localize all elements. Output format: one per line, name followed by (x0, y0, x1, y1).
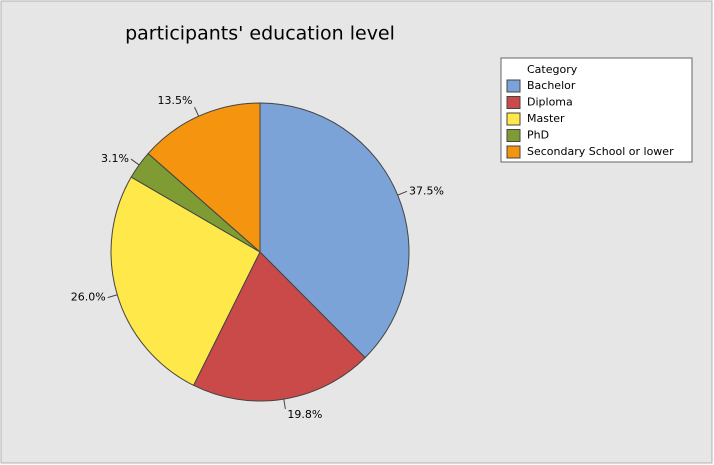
legend-swatch (506, 145, 521, 159)
leader-line (130, 158, 140, 166)
legend-swatch (506, 96, 521, 109)
pie-slice (192, 251, 366, 402)
data-label: 3.1% (101, 152, 129, 165)
legend-swatch (506, 129, 521, 142)
legend-label: Bachelor (527, 79, 576, 92)
pie-slice (110, 176, 261, 387)
pie-slice (147, 102, 261, 254)
data-label: 26.0% (71, 291, 106, 304)
legend-label: PhD (527, 129, 549, 142)
leader-line (283, 399, 286, 410)
leader-line (194, 106, 200, 117)
leader-line (107, 294, 118, 299)
pie-slice (259, 102, 410, 359)
legend-box (500, 57, 693, 163)
legend-swatch (506, 79, 521, 93)
legend-label: Master (527, 112, 565, 125)
legend-swatch (506, 112, 521, 126)
legend-title: Category (527, 63, 578, 76)
leader-line (397, 190, 408, 196)
data-label: 13.5% (158, 94, 193, 107)
data-label: 37.5% (409, 184, 444, 197)
legend-label: Secondary School or lower (527, 145, 674, 158)
data-label: 19.8% (287, 408, 322, 421)
legend-label: Diploma (527, 96, 573, 109)
chart-title: participants' education level (125, 23, 395, 45)
